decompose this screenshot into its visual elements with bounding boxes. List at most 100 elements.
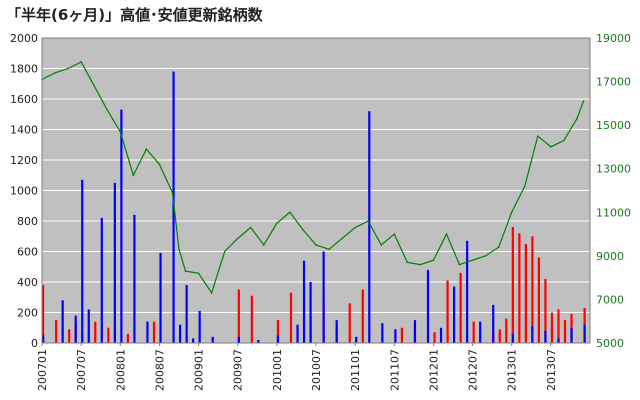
lows-bar-2 <box>74 315 77 343</box>
lows-bar-39 <box>557 338 560 343</box>
highs-bar-35 <box>550 312 554 343</box>
lows-bar-29 <box>413 320 417 343</box>
x-tick-label: 200701 <box>36 349 49 391</box>
highs-bar-18 <box>348 303 351 343</box>
x-tick-label: 200807 <box>153 349 166 391</box>
highs-bar-19 <box>361 289 364 343</box>
left-tick-label: 200 <box>17 307 38 320</box>
index-point-3 <box>80 61 82 63</box>
lows-bar-12 <box>179 324 182 343</box>
highs-bar-30 <box>518 233 521 343</box>
x-tick-label: 200901 <box>193 349 206 391</box>
lows-bar-41 <box>583 324 586 343</box>
lows-bar-9 <box>146 321 149 343</box>
highs-bar-22 <box>433 332 436 343</box>
x-tick-label: 201301 <box>506 349 519 391</box>
index-point-32 <box>445 233 448 235</box>
lows-bar-0 <box>42 335 45 343</box>
highs-bar-28 <box>505 318 508 343</box>
highs-bar-14 <box>289 292 293 343</box>
left-axis-ticks: 0 200 400 600 800 1000 1200 1400 1600 1800 2000 <box>10 32 38 350</box>
lows-bar-40 <box>570 327 573 343</box>
left-tick-label: 400 <box>17 276 38 289</box>
index-point-20 <box>289 211 291 214</box>
highs-bar-32 <box>531 236 534 343</box>
x-tick-label: 201007 <box>310 349 323 391</box>
x-tick-label: 201001 <box>271 349 284 391</box>
x-tick-label: 201207 <box>467 349 480 391</box>
index-point-13 <box>197 272 200 275</box>
lows-bar-18 <box>257 339 260 343</box>
index-point-7 <box>132 174 135 177</box>
lows-bar-38 <box>544 330 547 343</box>
lows-bar-21 <box>302 260 306 343</box>
lows-bar-25 <box>355 336 358 343</box>
lows-bar-10 <box>159 253 162 343</box>
index-point-8 <box>145 148 148 150</box>
lows-bar-22 <box>309 282 312 343</box>
lows-bar-24 <box>335 320 338 343</box>
index-point-38 <box>523 185 526 187</box>
index-point-34 <box>471 259 474 262</box>
index-point-30 <box>419 263 422 266</box>
lows-bar-36 <box>511 333 514 343</box>
left-tick-label: 2000 <box>10 32 38 45</box>
index-point-41 <box>563 139 565 142</box>
highs-bar-11 <box>237 289 240 343</box>
right-tick-label: 15000 <box>596 119 631 132</box>
index-point-31 <box>432 259 435 262</box>
lows-bar-5 <box>100 217 103 343</box>
lows-bar-7 <box>120 109 123 343</box>
index-point-26 <box>367 220 369 222</box>
x-tick-label: 200801 <box>114 349 127 391</box>
lows-bar-26 <box>368 111 371 343</box>
x-tick-label: 201107 <box>388 349 401 391</box>
right-tick-label: 19000 <box>596 32 631 45</box>
x-axis-ticks: 200701 200707 200801 200807 200901 200907 2010… <box>36 343 558 391</box>
left-tick-label: 800 <box>17 215 38 228</box>
highs-bar-13 <box>276 320 280 343</box>
highs-bar-20 <box>400 327 404 343</box>
index-point-37 <box>510 211 513 214</box>
lows-bar-19 <box>276 335 280 343</box>
lows-bar-20 <box>296 324 299 343</box>
lows-bar-31 <box>439 327 443 343</box>
index-point-15 <box>223 250 226 253</box>
index-line-series <box>41 61 585 295</box>
index-point-10 <box>171 191 174 194</box>
highs-bar-12 <box>250 295 253 343</box>
index-point-4 <box>93 85 95 87</box>
left-tick-label: 1800 <box>10 63 38 76</box>
lows-bar-32 <box>453 286 456 343</box>
index-point-14 <box>210 292 213 294</box>
lows-bar-1 <box>61 300 64 343</box>
highs-bar-23 <box>446 280 449 343</box>
highs-bar-36 <box>557 309 560 343</box>
highs-bar-9 <box>152 321 156 343</box>
highs-bar-29 <box>511 227 514 343</box>
index-point-23 <box>328 248 330 251</box>
left-tick-label: 0 <box>31 337 38 350</box>
index-point-28 <box>393 233 396 235</box>
left-tick-label: 1000 <box>10 185 38 198</box>
left-tick-label: 1600 <box>10 93 38 106</box>
lows-bar-28 <box>394 329 397 343</box>
lows-bar-33 <box>466 240 469 343</box>
x-tick-label: 201201 <box>427 349 440 391</box>
lows-bar-8 <box>133 214 136 343</box>
index-point-35 <box>484 255 487 257</box>
lows-bar-16 <box>211 336 214 343</box>
index-point-40 <box>550 146 552 148</box>
index-point-9 <box>158 163 161 166</box>
index-point-6 <box>119 130 122 133</box>
index-point-21 <box>302 228 304 231</box>
index-point-11 <box>178 248 180 251</box>
left-tick-label: 600 <box>17 246 38 259</box>
index-point-25 <box>354 226 356 229</box>
x-tick-label: 200907 <box>232 349 245 391</box>
highs-bar-24 <box>459 272 462 343</box>
x-tick-label: 201101 <box>349 349 362 391</box>
index-point-2 <box>67 67 69 70</box>
x-tick-label: 201307 <box>545 349 558 391</box>
highs-bar-31 <box>524 243 527 343</box>
